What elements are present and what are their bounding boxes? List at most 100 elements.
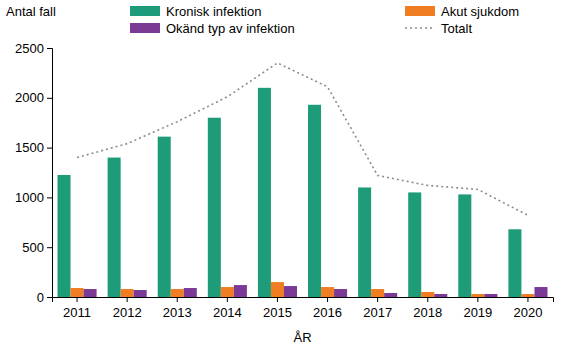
x-tick-mark bbox=[127, 297, 128, 302]
bar bbox=[121, 289, 134, 297]
bar bbox=[421, 292, 434, 297]
x-tick: 2015 bbox=[263, 297, 292, 320]
y-tick-mark bbox=[47, 197, 52, 198]
legend-swatch bbox=[405, 6, 435, 16]
bar bbox=[171, 289, 184, 297]
y-tick-label: 2500 bbox=[15, 41, 44, 56]
x-tick-mark bbox=[527, 297, 528, 302]
y-axis: 0 500 1000 1500 2000 2500 bbox=[15, 41, 52, 305]
bar bbox=[108, 158, 121, 297]
bar bbox=[184, 288, 197, 297]
x-tick: 2013 bbox=[163, 297, 192, 320]
x-tick-label: 2015 bbox=[263, 305, 292, 320]
bar bbox=[58, 175, 71, 297]
x-tick: 2016 bbox=[313, 297, 342, 320]
bar bbox=[334, 289, 347, 297]
y-tick-mark bbox=[47, 247, 52, 248]
bar bbox=[534, 287, 547, 297]
legend-item: Okänd typ av infektion bbox=[130, 21, 295, 36]
y-tick: 1000 bbox=[15, 190, 52, 205]
legend-label: Okänd typ av infektion bbox=[166, 21, 295, 36]
bar bbox=[434, 294, 447, 297]
x-tick-label: 2020 bbox=[513, 305, 542, 320]
x-tick: 2011 bbox=[63, 297, 91, 320]
bar bbox=[258, 88, 271, 297]
bar-series bbox=[58, 88, 522, 297]
y-tick-mark bbox=[47, 297, 52, 298]
x-tick-label: 2016 bbox=[313, 305, 342, 320]
legend-swatch bbox=[130, 23, 160, 33]
x-tick-label: 2011 bbox=[63, 305, 91, 320]
legend-item: Akut sjukdom bbox=[405, 4, 519, 19]
x-tick-mark bbox=[427, 297, 428, 302]
bar bbox=[521, 294, 534, 297]
x-tick-label: 2012 bbox=[113, 305, 142, 320]
legend-label: Kronisk infektion bbox=[166, 4, 261, 19]
marks bbox=[58, 63, 548, 297]
y-tick-mark bbox=[47, 98, 52, 99]
x-tick: 2017 bbox=[363, 297, 392, 320]
legend-label: Totalt bbox=[441, 21, 472, 36]
y-tick-mark bbox=[47, 48, 52, 49]
bar bbox=[471, 294, 484, 297]
bar bbox=[134, 290, 147, 297]
x-tick-mark bbox=[477, 297, 478, 302]
y-tick: 500 bbox=[22, 240, 52, 255]
y-tick: 2000 bbox=[15, 90, 52, 105]
line bbox=[77, 63, 528, 215]
bar bbox=[384, 293, 397, 297]
x-tick: 2018 bbox=[413, 297, 442, 320]
y-tick-label: 1000 bbox=[15, 190, 44, 205]
y-tick-label: 1500 bbox=[15, 140, 44, 155]
x-tick-mark bbox=[327, 297, 328, 302]
legend-swatch bbox=[130, 6, 160, 16]
bar bbox=[408, 192, 421, 297]
legend-item: Kronisk infektion bbox=[130, 4, 261, 19]
y-tick-label: 500 bbox=[22, 240, 44, 255]
x-tick: 2012 bbox=[113, 297, 142, 320]
y-tick-label: 0 bbox=[37, 290, 44, 305]
bar bbox=[84, 289, 97, 297]
x-tick-label: 2014 bbox=[213, 305, 242, 320]
y-axis-title: Antal fall bbox=[6, 4, 56, 19]
bar bbox=[321, 287, 334, 297]
bar bbox=[208, 118, 221, 297]
bar bbox=[308, 105, 321, 297]
bar bbox=[458, 194, 471, 297]
x-tick-label: 2019 bbox=[463, 305, 492, 320]
x-axis-title: ÅR bbox=[293, 330, 311, 345]
x-tick-mark bbox=[377, 297, 378, 302]
x-tick-mark bbox=[77, 297, 78, 302]
legend-label: Akut sjukdom bbox=[441, 4, 519, 19]
y-tick-mark bbox=[47, 148, 52, 149]
x-tick-mark bbox=[277, 297, 278, 302]
legend-line bbox=[405, 27, 435, 29]
x-tick: 2019 bbox=[463, 297, 492, 320]
chart: 2011 2012 2013 2014 2015 2016 2017 2018 2019 2020… bbox=[0, 0, 567, 354]
x-axis-line bbox=[53, 298, 554, 303]
x-tick-label: 2018 bbox=[413, 305, 442, 320]
legend: Kronisk infektion Akut sjukdom Okänd typ a… bbox=[130, 4, 519, 36]
y-tick: 0 bbox=[37, 290, 52, 305]
bar bbox=[484, 294, 497, 297]
y-tick: 1500 bbox=[15, 140, 52, 155]
x-tick: 2020 bbox=[513, 297, 542, 320]
x-tick-mark bbox=[227, 297, 228, 302]
x-axis: 2011 2012 2013 2014 2015 2016 2017 2018 2019 2020 bbox=[53, 297, 554, 320]
y-tick: 2500 bbox=[15, 41, 52, 56]
bar bbox=[358, 187, 371, 297]
x-tick-label: 2017 bbox=[363, 305, 392, 320]
y-tick-label: 2000 bbox=[15, 90, 44, 105]
y-axis-line bbox=[47, 49, 53, 298]
plot: 2011 2012 2013 2014 2015 2016 2017 2018 2019 2020… bbox=[15, 41, 553, 320]
x-tick: 2014 bbox=[213, 297, 242, 320]
x-tick-mark bbox=[177, 297, 178, 302]
bar bbox=[284, 286, 297, 297]
bar-series bbox=[71, 282, 535, 297]
bar bbox=[271, 282, 284, 297]
bar bbox=[221, 287, 234, 297]
bar bbox=[158, 137, 171, 297]
bar bbox=[371, 289, 384, 297]
legend-item: Totalt bbox=[405, 21, 472, 36]
bar-series bbox=[84, 285, 548, 297]
